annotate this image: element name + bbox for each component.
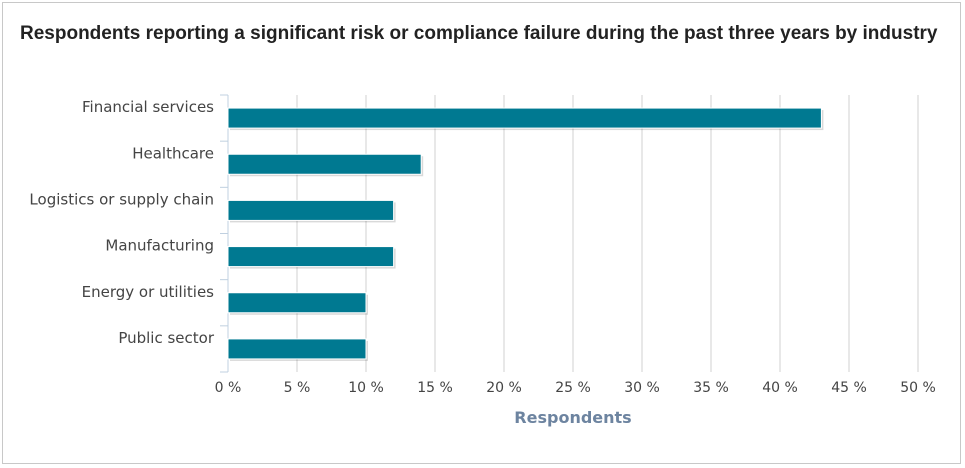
bar[interactable] [227,246,395,268]
category-label: Healthcare [132,144,214,162]
category-labels: Financial services Healthcare Logistics or… [29,98,214,347]
category-label: Manufacturing [105,237,214,255]
category-label: Financial services [82,98,214,116]
tick-label: 45 % [831,380,867,396]
chart-title: Respondents reporting a significant risk… [20,23,938,44]
tick-label: 50 % [900,380,936,396]
x-axis-title: Respondents [514,408,631,427]
bar[interactable] [227,338,367,360]
category-label: Public sector [118,329,215,347]
tick-label: 5 % [284,380,311,396]
axes [220,94,229,373]
category-label: Energy or utilities [82,283,215,301]
tick-label: 15 % [417,380,453,396]
bars [227,107,824,361]
tick-label: 20 % [486,380,522,396]
tick-label: 35 % [693,380,729,396]
tick-label: 0 % [215,380,242,396]
bar[interactable] [227,199,395,221]
bar[interactable] [227,107,822,129]
tick-labels: 0 % 5 % 10 % 15 % 20 % 25 % 30 % 35 % 40 % 45 % 50… [215,380,936,396]
bar[interactable] [227,153,422,175]
tick-label: 25 % [555,380,591,396]
gridlines [296,95,919,372]
category-label: Logistics or supply chain [29,190,214,208]
tick-label: 30 % [624,380,660,396]
tick-label: 10 % [348,380,384,396]
bar[interactable] [227,292,367,314]
tick-label: 40 % [762,380,798,396]
